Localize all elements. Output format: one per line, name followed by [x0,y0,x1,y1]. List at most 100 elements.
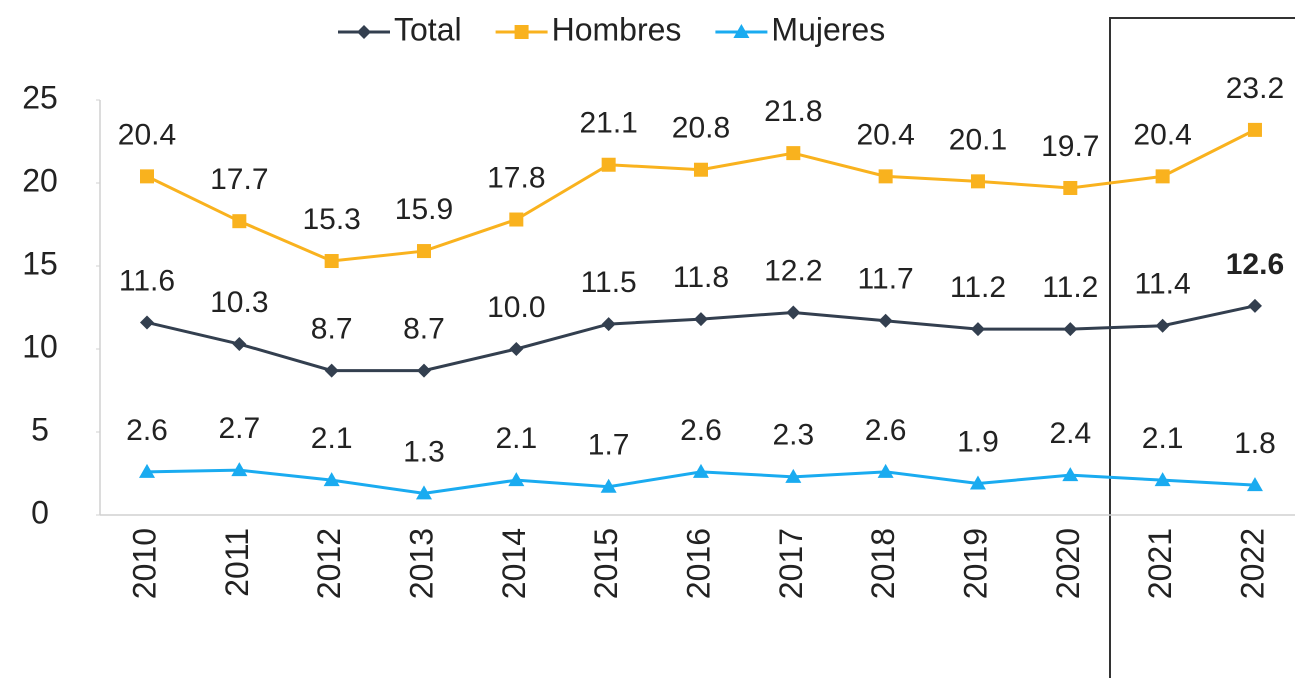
data-label: 20.8 [672,112,730,145]
data-label: 10.3 [210,286,268,319]
marker [140,169,154,184]
marker [878,169,893,184]
marker [1155,169,1170,184]
marker [415,485,432,500]
marker [140,315,154,330]
marker [693,162,708,177]
data-label: 2.1 [495,422,537,455]
y-tick-label: 20 [22,162,58,198]
data-label: 1.3 [403,435,445,468]
marker [970,322,985,337]
data-label: 23.2 [1226,72,1284,105]
marker [878,313,893,328]
x-tick-label: 2010 [126,528,162,599]
y-tick-label: 0 [31,494,49,530]
data-label: 8.7 [403,313,445,346]
data-label: 1.7 [588,429,630,462]
marker [786,146,801,161]
data-label: 20.4 [118,118,176,151]
data-label: 1.9 [957,425,999,458]
marker [877,463,894,478]
data-label: 11.2 [1042,271,1098,304]
marker [231,462,248,477]
data-label: 2.6 [680,414,722,447]
x-tick-label: 2020 [1050,528,1086,599]
data-label: 10.0 [487,291,545,324]
marker [509,212,524,227]
marker [601,317,616,332]
legend-item: Mujeres [715,11,885,47]
data-label: 2.6 [126,414,168,447]
x-tick-label: 2016 [680,528,716,599]
data-label: 2.7 [218,412,260,445]
x-tick-label: 2017 [773,528,809,599]
data-label: 11.2 [950,271,1006,304]
x-tick-label: 2014 [496,528,532,599]
marker [1062,467,1079,482]
x-tick-label: 2021 [1142,528,1178,599]
data-label: 17.7 [210,163,268,196]
legend-label: Hombres [552,11,682,47]
data-label: 1.8 [1234,427,1276,460]
data-label: 11.6 [119,264,175,297]
marker [232,337,247,352]
data-label: 12.2 [764,254,822,287]
x-tick-label: 2018 [865,528,901,599]
data-label: 2.3 [772,419,814,452]
x-tick-label: 2011 [219,528,255,597]
data-label: 2.4 [1049,417,1091,450]
marker [1246,477,1263,492]
data-label: 11.5 [581,266,637,299]
data-label: 20.1 [949,123,1007,156]
marker [970,174,985,189]
marker [1247,122,1262,137]
marker [1154,472,1171,487]
x-tick-label: 2015 [588,528,624,599]
data-label: 21.8 [764,95,822,128]
marker [1155,318,1170,333]
data-label: 11.4 [1135,268,1191,301]
x-tick-label: 2022 [1234,528,1270,599]
data-label: 21.1 [579,107,637,140]
marker [416,244,431,259]
marker [1063,180,1078,195]
data-label: 19.7 [1041,130,1099,163]
marker [416,363,431,378]
legend-item: Total [338,11,462,47]
marker [232,214,247,229]
marker [324,254,339,269]
data-label: 11.7 [858,263,914,296]
data-label: 2.6 [865,414,907,447]
data-label: 12.6 [1226,248,1284,281]
marker [357,25,371,39]
marker [692,463,709,478]
y-tick-label: 5 [31,411,49,447]
marker [969,475,986,490]
marker [601,157,616,172]
x-tick-label: 2012 [311,528,347,599]
marker [139,463,155,478]
highlight-box [1109,17,1295,678]
y-tick-label: 15 [22,245,58,281]
y-tick-label: 25 [22,79,58,115]
legend-label: Total [394,11,462,47]
legend-item: Hombres [495,11,682,47]
marker [324,363,339,378]
marker [1247,298,1262,313]
data-label: 15.3 [302,203,360,236]
marker [693,312,708,327]
marker [600,478,617,493]
marker [514,25,529,39]
data-label: 20.4 [1133,118,1191,151]
marker [733,24,750,38]
data-label: 17.8 [487,161,545,194]
marker [786,305,801,320]
marker [323,472,340,487]
x-tick-label: 2019 [957,528,993,599]
data-label: 2.1 [311,422,353,455]
marker [785,468,802,483]
data-label: 20.4 [856,118,914,151]
data-label: 15.9 [395,193,453,226]
x-tick-label: 2013 [403,528,439,599]
